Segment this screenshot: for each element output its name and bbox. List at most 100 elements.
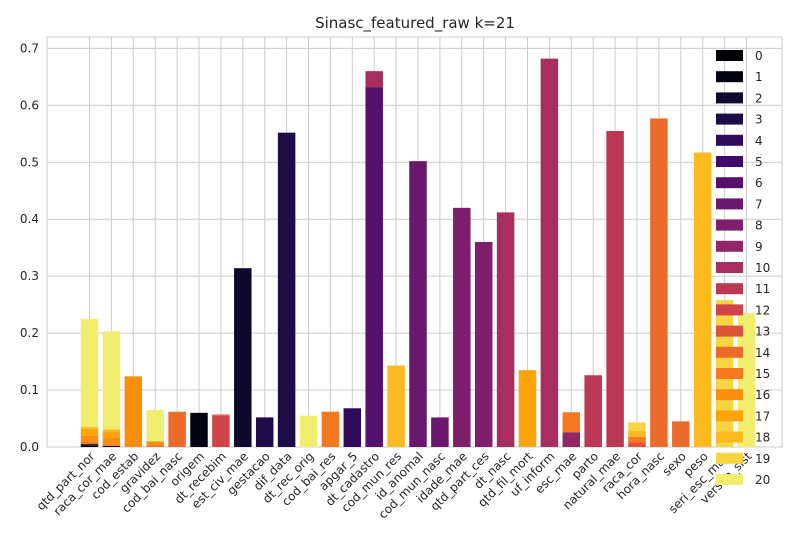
y-tick-label: 0.3 (20, 269, 39, 283)
legend-label: 9 (755, 240, 763, 254)
bar-segment (365, 87, 383, 447)
legend-swatch (716, 92, 743, 104)
legend-label: 3 (755, 113, 763, 127)
legend-label: 7 (755, 197, 763, 211)
bar-segment (80, 435, 99, 442)
legend-label: 10 (755, 261, 770, 275)
bar-segment (255, 417, 274, 447)
bar-segment (562, 432, 581, 447)
bar-segment (80, 444, 99, 446)
bar-segment (190, 412, 208, 447)
legend-swatch (716, 262, 743, 273)
bar-segment (146, 441, 164, 445)
bar-segment (672, 421, 690, 447)
legend-label: 4 (755, 134, 763, 148)
legend-swatch (716, 134, 743, 146)
y-tick-label: 0.0 (20, 440, 39, 454)
bar-segment (146, 444, 164, 447)
legend-swatch (716, 50, 743, 61)
bar-segment (650, 118, 668, 448)
bar-segment (628, 422, 646, 432)
legend-label: 17 (755, 409, 770, 423)
bar-segment (234, 268, 252, 447)
legend-swatch (716, 410, 743, 422)
y-tick-label: 0.7 (20, 41, 39, 55)
legend-swatch (716, 71, 743, 83)
bar-segment (496, 212, 515, 447)
bar-segment (80, 441, 99, 445)
legend-label: 5 (755, 155, 763, 169)
bar-segment (321, 411, 340, 447)
legend-label: 6 (755, 176, 763, 190)
bar-segment (102, 445, 121, 447)
bar-segment (102, 429, 121, 432)
bar-segment (80, 445, 99, 447)
bar-segment (102, 444, 121, 446)
bar-segment (212, 414, 230, 416)
bar-segment (628, 431, 646, 437)
legend-label: 15 (755, 367, 770, 381)
y-axis: 0.0 0.1 0.2 0.3 0.4 0.5 0.6 0.7 (20, 41, 39, 454)
legend-label: 2 (755, 91, 763, 105)
legend-label: 20 (755, 473, 770, 487)
legend-swatch (716, 368, 743, 379)
legend-label: 19 (755, 452, 770, 466)
legend-label: 0 (755, 49, 763, 63)
bars-layer (80, 58, 756, 448)
bar-segment (628, 442, 646, 447)
legend-label: 1 (755, 70, 763, 84)
legend-label: 14 (755, 346, 770, 360)
legend-label: 12 (755, 303, 770, 317)
bar-segment (453, 207, 471, 447)
bar-segment (409, 161, 427, 447)
legend-label: 13 (755, 325, 770, 339)
bar-segment (277, 132, 296, 447)
bar-segment (365, 71, 383, 88)
legend-label: 8 (755, 219, 763, 233)
bar-segment (80, 318, 99, 428)
chart-title: Sinasc_featured_raw k=21 (315, 14, 515, 33)
legend-swatch (716, 325, 743, 337)
legend-swatch (716, 198, 743, 210)
x-axis: qtd_part_norraca_cor_maecod_estabgravide… (34, 449, 755, 522)
bar-segment (168, 411, 186, 447)
legend-swatch (716, 219, 743, 231)
legend-swatch (716, 240, 743, 252)
y-tick-label: 0.6 (20, 98, 39, 112)
bar-segment (562, 412, 581, 433)
bar-segment (102, 437, 121, 445)
bar-segment (102, 431, 121, 438)
legend-swatch (716, 452, 743, 464)
bar-segment (124, 376, 143, 447)
bar-segment (606, 130, 624, 448)
legend-swatch (716, 113, 743, 125)
bar-segment (431, 417, 449, 447)
legend-swatch (716, 346, 743, 358)
bar-segment (80, 427, 99, 429)
legend-label: 18 (755, 431, 770, 445)
legend-swatch (716, 431, 743, 443)
legend-swatch (716, 156, 743, 167)
bar-segment (584, 375, 602, 447)
y-tick-label: 0.2 (20, 326, 39, 340)
bar-segment (387, 365, 405, 447)
bar-segment (540, 58, 559, 448)
bar-segment (212, 415, 230, 447)
bar-segment (518, 370, 537, 447)
bar-segment (628, 436, 646, 443)
y-tick-label: 0.4 (20, 212, 39, 226)
legend-label: 11 (755, 282, 770, 296)
legend-label: 16 (755, 388, 770, 402)
bar-segment (299, 415, 318, 447)
y-tick-label: 0.5 (20, 155, 39, 169)
bar-segment (474, 242, 493, 447)
bar-segment (146, 409, 164, 442)
legend-swatch (716, 283, 743, 295)
bar-segment (343, 408, 362, 447)
legend-swatch (716, 177, 743, 189)
bar-segment (102, 446, 121, 447)
bar-segment (102, 331, 121, 430)
